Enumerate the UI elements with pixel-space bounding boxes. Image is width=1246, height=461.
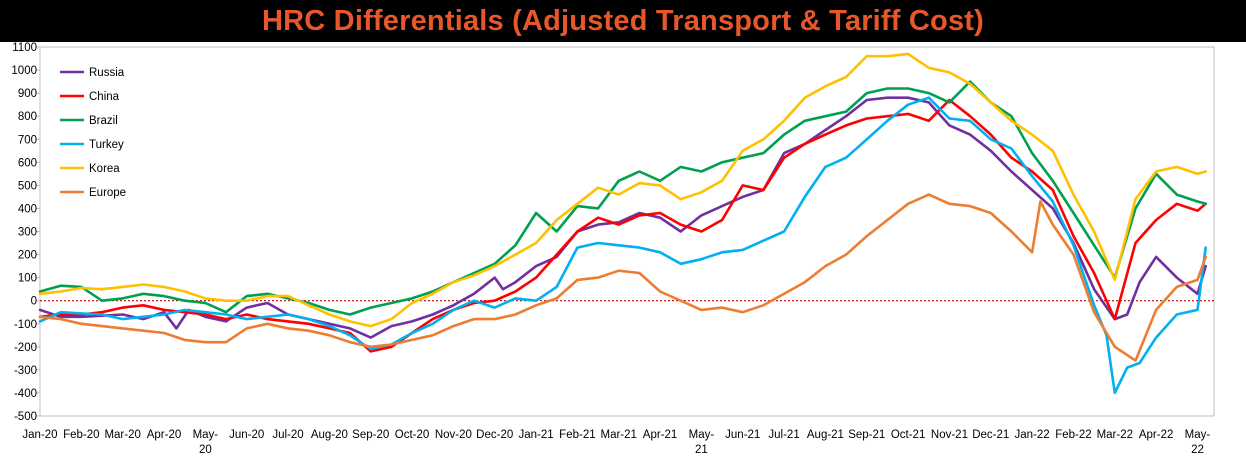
plot-area-border	[39, 46, 1215, 417]
x-tick-label: Sep-21	[848, 429, 885, 441]
series-line-brazil	[38, 80, 1207, 316]
x-tick-label: Apr-22	[1139, 429, 1174, 441]
y-tick-label: -200	[14, 342, 37, 354]
series-line-russia	[38, 96, 1207, 339]
chart-title: HRC Differentials (Adjusted Transport & …	[261, 4, 985, 37]
series-line-turkey	[38, 96, 1207, 395]
x-tick-label: May-21	[689, 429, 715, 456]
y-tick-label: 900	[18, 88, 37, 100]
legend-label-russia: Russia	[89, 67, 125, 79]
series-line-korea	[38, 52, 1207, 328]
y-tick-label: -500	[14, 411, 37, 423]
x-tick-label: Feb-20	[63, 429, 99, 441]
x-tick-label: Jun-21	[725, 429, 760, 441]
x-tick-label: Jan-22	[1015, 429, 1050, 441]
y-tick-label: 600	[18, 157, 37, 169]
y-tick-label: -100	[14, 319, 37, 331]
x-tick-label: Nov-21	[931, 429, 968, 441]
x-tick-label: Apr-20	[147, 429, 182, 441]
x-tick-label: Nov-20	[435, 429, 472, 441]
x-tick-label: Feb-22	[1055, 429, 1091, 441]
x-tick-label: Aug-21	[807, 429, 844, 441]
x-tick-label: Oct-20	[395, 429, 430, 441]
y-tick-label: 500	[18, 180, 37, 192]
y-tick-label: 700	[18, 134, 37, 146]
y-tick-label: 400	[18, 203, 37, 215]
y-tick-label: 1100	[12, 42, 37, 54]
x-tick-label: Mar-22	[1097, 429, 1133, 441]
x-tick-label: Mar-21	[601, 429, 637, 441]
x-tick-label: Oct-21	[891, 429, 926, 441]
y-tick-label: 800	[18, 111, 37, 123]
x-tick-label: Jul-20	[272, 429, 303, 441]
x-tick-label: May-20	[193, 429, 219, 456]
legend-label-brazil: Brazil	[89, 115, 118, 127]
y-tick-label: -400	[14, 388, 37, 400]
y-tick-label: 100	[18, 273, 37, 285]
legend-label-korea: Korea	[89, 163, 120, 175]
x-tick-label: Feb-21	[559, 429, 595, 441]
x-tick-label: Mar-20	[104, 429, 140, 441]
y-tick-label: 200	[18, 250, 37, 262]
x-tick-label: Jan-21	[518, 429, 553, 441]
x-tick-label: Sep-20	[352, 429, 389, 441]
y-tick-label: -300	[14, 365, 37, 377]
x-tick-label: Jan-20	[22, 429, 57, 441]
x-tick-label: May-22	[1185, 429, 1211, 456]
x-tick-label: Dec-20	[476, 429, 513, 441]
legend-label-turkey: Turkey	[89, 139, 124, 151]
x-tick-label: Dec-21	[972, 429, 1009, 441]
y-tick-label: 0	[31, 296, 37, 308]
y-tick-label: 1000	[11, 65, 37, 77]
x-tick-label: Jun-20	[229, 429, 264, 441]
legend-label-europe: Europe	[89, 187, 126, 199]
x-tick-label: Jul-21	[768, 429, 799, 441]
x-tick-label: Aug-20	[311, 429, 348, 441]
series-line-europe	[38, 193, 1207, 362]
x-tick-label: Apr-21	[643, 429, 678, 441]
title-bar: HRC Differentials (Adjusted Transport & …	[0, 0, 1246, 42]
legend-label-china: China	[89, 91, 120, 103]
y-tick-label: 300	[18, 227, 37, 239]
